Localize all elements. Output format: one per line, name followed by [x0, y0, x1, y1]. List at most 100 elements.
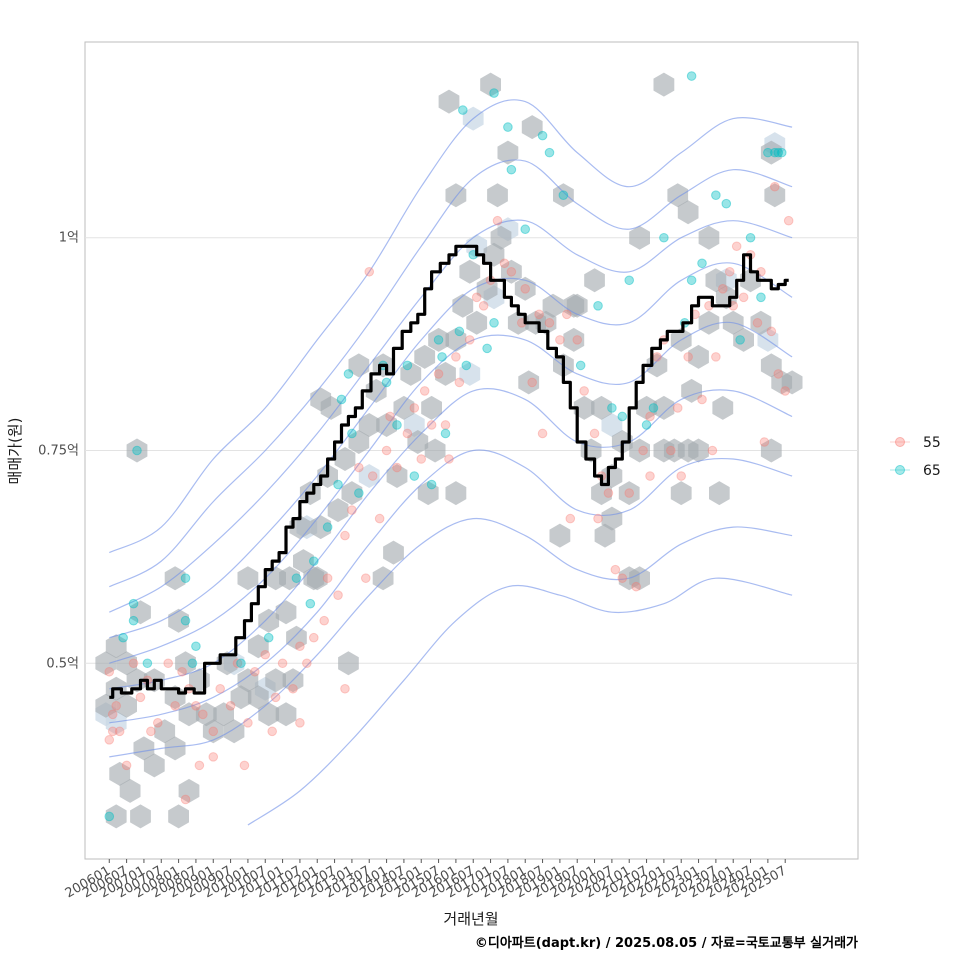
hexbin-cell — [400, 361, 422, 386]
point-55 — [537, 428, 548, 439]
point-65 — [544, 147, 555, 158]
hexbin-cell — [653, 395, 675, 420]
point-65 — [291, 573, 302, 583]
hexbin-cell — [116, 651, 137, 676]
hexbin-cell — [781, 370, 803, 395]
point-55 — [638, 445, 648, 456]
density-contour — [247, 577, 793, 826]
point-55 — [392, 462, 402, 473]
point-65 — [180, 615, 191, 626]
point-55 — [177, 666, 187, 677]
point-65 — [763, 147, 773, 158]
hexbin-cell — [95, 651, 117, 676]
point-55 — [645, 471, 655, 481]
point-55 — [731, 241, 742, 252]
point-55 — [562, 309, 572, 320]
hexbin-cell — [542, 293, 564, 318]
point-55 — [645, 411, 655, 422]
hexbin-cell — [293, 549, 314, 574]
point-65 — [187, 658, 198, 669]
hexbin-cell — [116, 693, 137, 718]
point-55 — [250, 666, 260, 677]
hexbin-cell — [417, 481, 439, 506]
point-65 — [142, 658, 153, 669]
hexbin-cell — [421, 395, 442, 420]
point-65 — [558, 190, 569, 200]
point-55 — [402, 428, 413, 439]
legend-label-55: 55 — [923, 435, 941, 451]
point-65 — [236, 658, 246, 669]
hexbin-cell — [164, 736, 186, 761]
point-65 — [426, 479, 437, 490]
hexbin-cell — [386, 464, 408, 488]
point-55 — [672, 403, 683, 413]
point-55 — [243, 718, 253, 728]
hexbin-cell — [698, 225, 720, 250]
legend-label-65: 65 — [923, 463, 941, 479]
point-55 — [409, 403, 420, 413]
point-55 — [239, 760, 250, 771]
y-tick-label: 0.75억 — [38, 444, 79, 459]
point-55 — [416, 454, 427, 464]
hexbin-cell — [518, 370, 540, 395]
point-55 — [194, 760, 205, 771]
hexbin-cell — [358, 413, 380, 437]
hexbin-cell — [237, 566, 259, 591]
point-55 — [718, 284, 728, 294]
point-55 — [232, 658, 243, 669]
hexbin-cell — [348, 430, 370, 454]
hexbin-cell — [445, 183, 467, 208]
point-65 — [537, 130, 548, 141]
point-55 — [572, 335, 583, 345]
hexbin-cell — [286, 625, 307, 650]
hexbin-cell — [563, 327, 585, 352]
hexbin-cell — [677, 200, 699, 225]
point-55 — [277, 658, 288, 669]
point-55 — [215, 683, 225, 694]
point-65 — [641, 420, 652, 430]
hexbin-cell — [535, 310, 557, 335]
point-55 — [208, 752, 219, 762]
point-55 — [624, 488, 635, 498]
hexbin-cell — [279, 566, 300, 591]
hexbin-cell — [338, 651, 359, 676]
point-55 — [340, 683, 350, 694]
point-55 — [652, 352, 662, 362]
point-65 — [575, 360, 586, 371]
point-65 — [648, 403, 659, 413]
point-55 — [555, 335, 565, 345]
hexbin-cell — [459, 259, 481, 284]
point-65 — [506, 164, 517, 175]
point-55 — [121, 760, 132, 771]
point-55 — [128, 658, 139, 669]
hexbin-cell — [688, 344, 709, 369]
hexbin-cell — [327, 498, 349, 523]
point-55 — [783, 215, 794, 226]
point-55 — [444, 454, 454, 464]
hexbin-cell — [507, 310, 529, 335]
point-55 — [107, 726, 118, 737]
point-65 — [343, 369, 354, 379]
point-55 — [451, 352, 461, 362]
point-55 — [111, 701, 121, 711]
hexbin-cell — [126, 438, 148, 463]
y-axis-title: 매매가(원) — [6, 418, 24, 485]
point-65 — [132, 445, 142, 456]
point-55 — [107, 709, 118, 720]
moving-average-line — [109, 244, 789, 699]
point-65 — [624, 275, 635, 286]
hexbin-cell — [629, 438, 650, 463]
point-55 — [426, 420, 437, 430]
point-55 — [381, 445, 392, 456]
hexbin-cell — [760, 353, 782, 378]
point-55 — [170, 701, 180, 711]
point-55 — [419, 386, 430, 396]
hexbin-cell — [407, 430, 429, 454]
point-65 — [381, 377, 392, 388]
point-55 — [340, 530, 350, 541]
hexbin-cell — [383, 540, 404, 565]
point-65 — [128, 598, 139, 609]
hexbin-cell — [618, 481, 640, 506]
hexbin-cell — [487, 183, 508, 208]
hexbin-cell — [247, 634, 269, 659]
